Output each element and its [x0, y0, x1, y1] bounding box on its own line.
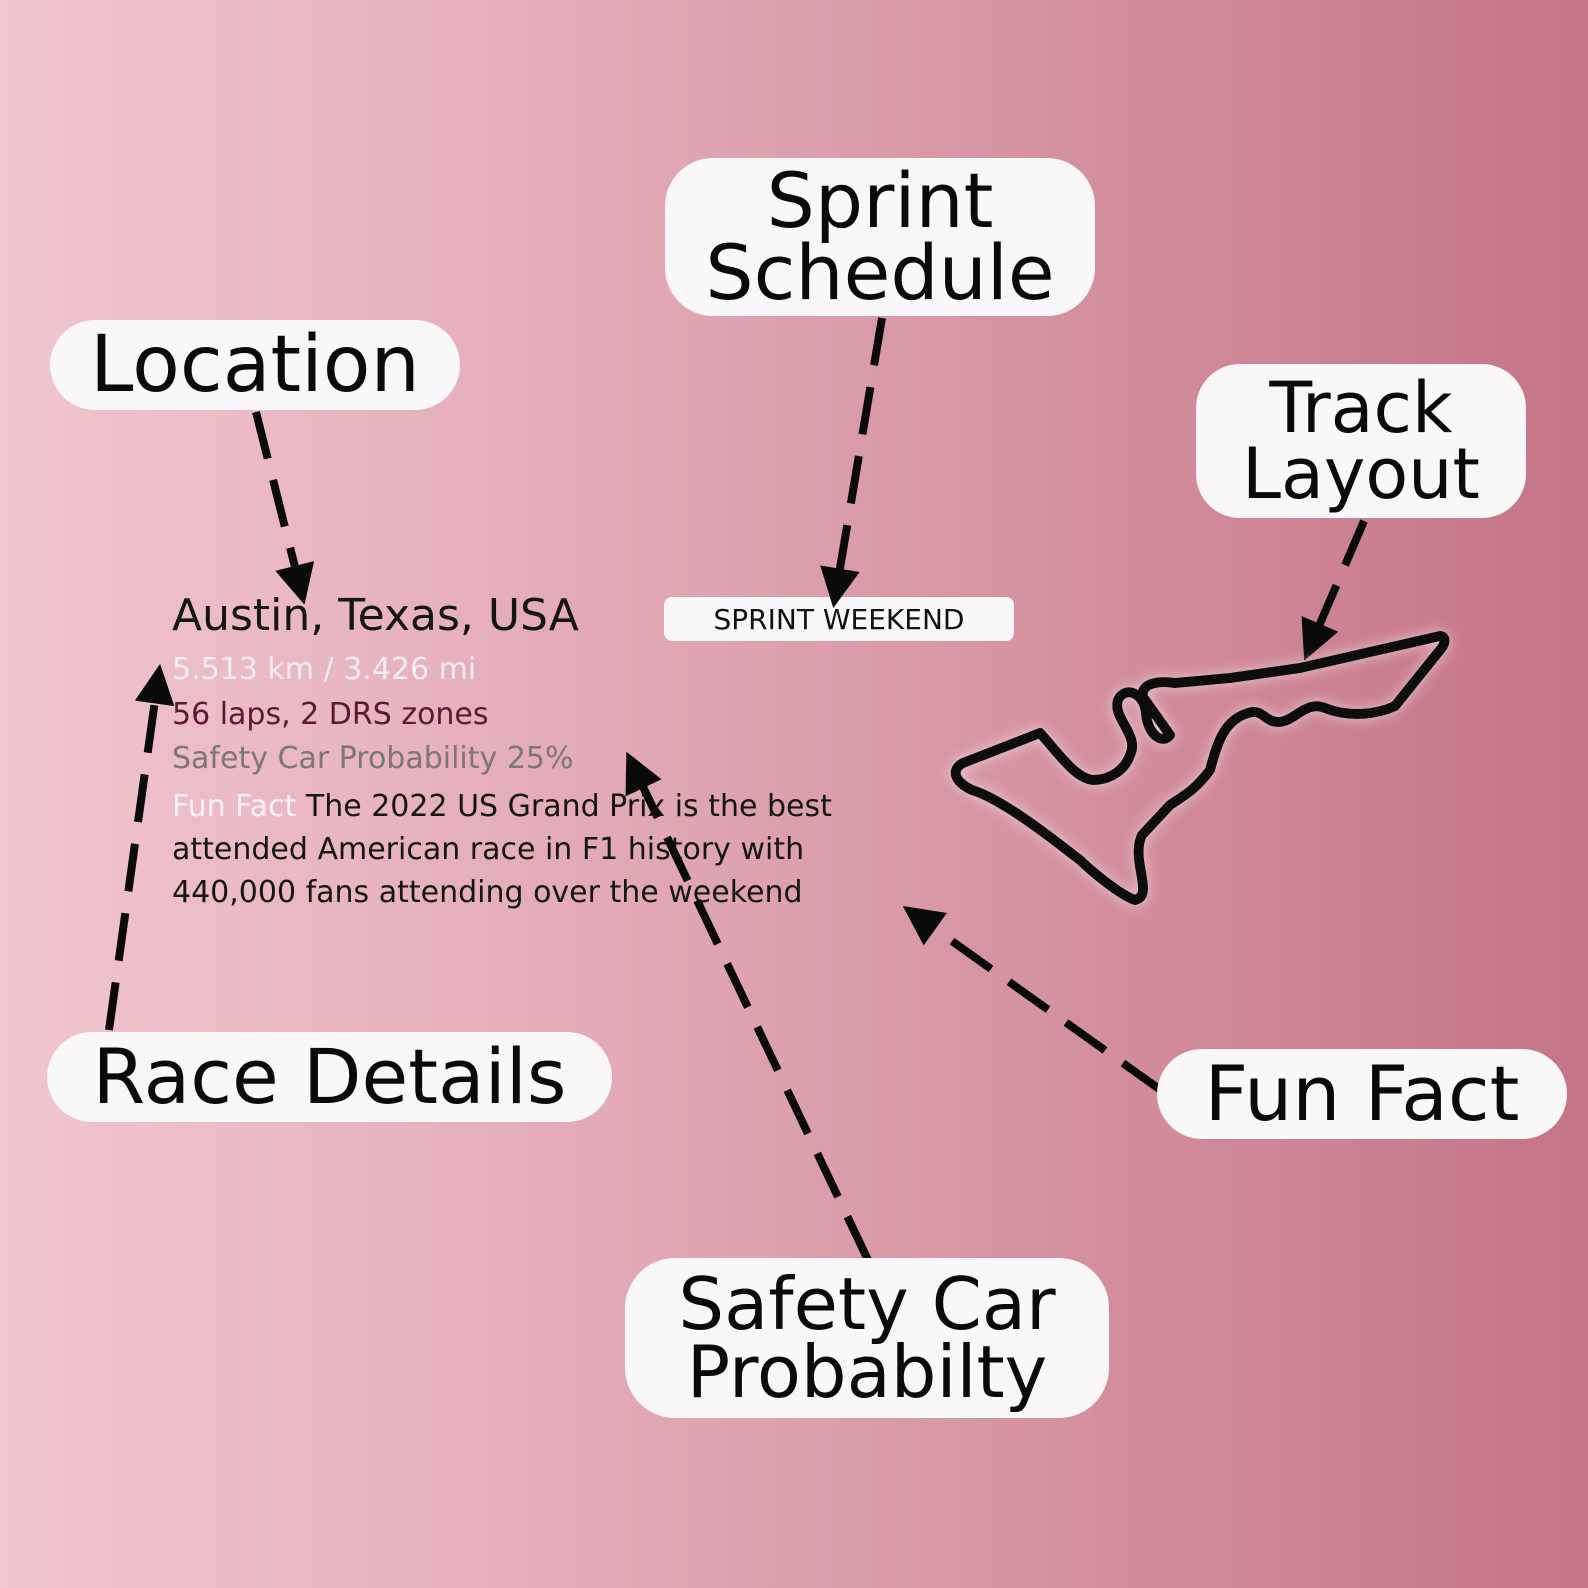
race-location: Austin, Texas, USA — [172, 590, 579, 641]
arrow-race-details — [105, 663, 175, 1031]
callout-safety-car: Safety Car Probabilty — [625, 1258, 1109, 1418]
callout-track-line2: Layout — [1242, 433, 1480, 515]
arrow-track-layout — [1301, 519, 1368, 661]
callout-location: Location — [50, 320, 460, 410]
arrow-fun-fact — [902, 905, 1165, 1095]
callout-safety-line1: Safety Car — [678, 1261, 1056, 1346]
callout-fun-fact-text: Fun Fact — [1204, 1048, 1520, 1138]
callout-race-details-text: Race Details — [92, 1031, 567, 1121]
callout-sprint-line2: Schedule — [705, 228, 1055, 317]
fun-fact-inline-label: Fun Fact — [172, 789, 297, 824]
callout-location-text: Location — [90, 319, 420, 410]
callout-sprint-schedule: Sprint Schedule — [665, 158, 1095, 316]
track-layout-icon — [950, 631, 1450, 905]
callout-fun-fact: Fun Fact — [1157, 1049, 1567, 1139]
race-distance: 5.513 km / 3.426 mi — [172, 652, 477, 687]
fun-fact-block: Fun Fact The 2022 US Grand Prix is the b… — [172, 785, 932, 914]
arrow-sprint-schedule — [820, 317, 886, 609]
safety-car-probability: Safety Car Probability 25% — [172, 741, 574, 776]
callout-sprint-line1: Sprint — [766, 155, 994, 245]
arrow-location — [252, 411, 315, 605]
callout-race-details: Race Details — [47, 1032, 612, 1122]
race-laps: 56 laps, 2 DRS zones — [172, 697, 489, 732]
arrow-safety-car — [625, 751, 872, 1262]
callout-track-layout: Track Layout — [1196, 364, 1526, 518]
fun-fact-text: The 2022 US Grand Prix is the best atten… — [172, 789, 832, 910]
callout-track-line1: Track — [1269, 366, 1453, 449]
callout-safety-line2: Probabilty — [686, 1330, 1048, 1414]
